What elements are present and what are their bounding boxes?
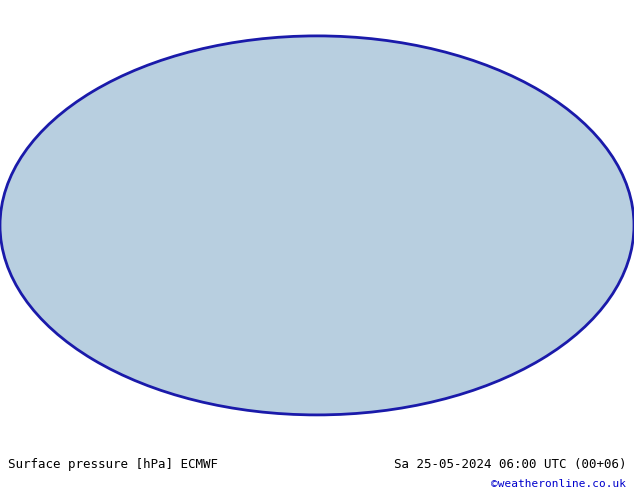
Ellipse shape — [0, 36, 634, 415]
Text: Surface pressure [hPa] ECMWF: Surface pressure [hPa] ECMWF — [8, 458, 217, 471]
Text: Sa 25-05-2024 06:00 UTC (00+06): Sa 25-05-2024 06:00 UTC (00+06) — [394, 458, 626, 471]
Text: ©weatheronline.co.uk: ©weatheronline.co.uk — [491, 479, 626, 489]
